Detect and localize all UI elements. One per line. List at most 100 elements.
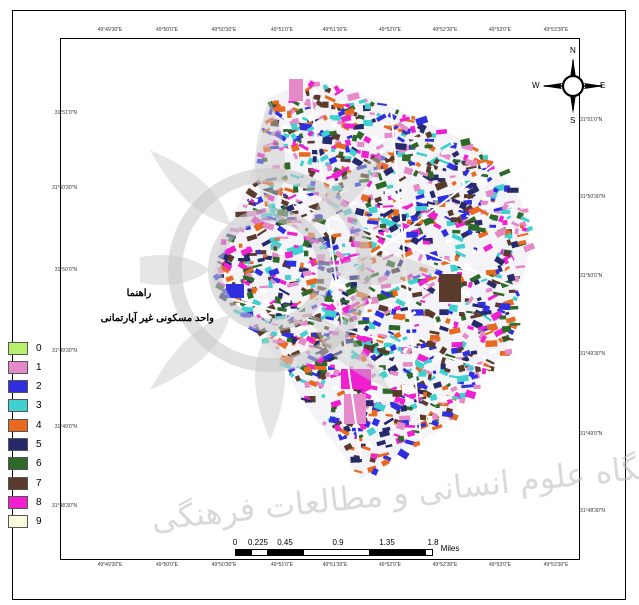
parcel — [389, 351, 402, 359]
parcel — [350, 456, 362, 463]
parcel — [477, 230, 489, 239]
parcel — [274, 131, 287, 142]
parcel — [503, 249, 512, 258]
parcel — [451, 150, 460, 158]
parcel — [475, 215, 485, 220]
parcel — [369, 423, 374, 428]
parcel — [467, 296, 475, 304]
parcel — [466, 229, 473, 235]
parcel — [379, 223, 387, 228]
parcel — [406, 279, 418, 284]
top-tick-label: 49°53'0"E — [489, 27, 511, 33]
parcel — [262, 142, 273, 148]
parcel — [361, 445, 371, 452]
parcel — [419, 129, 425, 134]
parcel — [388, 223, 399, 233]
parcel — [366, 213, 373, 216]
parcel — [389, 334, 402, 343]
right-tick-label: 31°50'30"N — [580, 194, 606, 200]
parcel — [412, 183, 421, 192]
bottom-tick-label: 49°53'30"E — [543, 562, 569, 568]
parcel — [401, 154, 411, 162]
parcel — [406, 219, 412, 225]
parcel — [376, 112, 381, 118]
parcel — [387, 303, 392, 308]
parcel — [429, 393, 438, 402]
parcel — [440, 363, 446, 370]
parcel — [431, 419, 440, 427]
parcel — [296, 366, 300, 369]
parcel — [334, 88, 344, 96]
parcel — [394, 142, 407, 151]
parcel — [450, 263, 459, 272]
parcel — [360, 241, 372, 249]
parcel — [433, 262, 439, 266]
parcel — [387, 330, 395, 336]
parcel — [337, 110, 346, 117]
parcel — [461, 289, 471, 296]
parcel — [427, 180, 433, 185]
parcel — [377, 237, 386, 245]
parcel — [397, 435, 405, 443]
parcel — [386, 184, 394, 189]
parcel — [422, 368, 433, 376]
parcel-large — [289, 79, 303, 101]
parcel — [466, 214, 473, 219]
parcel — [493, 327, 505, 338]
parcel — [448, 304, 458, 313]
parcel — [359, 422, 367, 430]
bottom-tick-label: 49°51'30"E — [322, 562, 348, 568]
legend-item: 7 — [8, 476, 42, 490]
parcel — [274, 237, 280, 241]
parcel — [485, 358, 495, 365]
parcel — [351, 157, 364, 168]
parcel — [372, 320, 382, 328]
parcel — [383, 417, 395, 426]
parcel — [373, 401, 386, 412]
left-tick-label: 31°49'0"N — [54, 424, 77, 430]
parcel — [333, 102, 345, 109]
parcel — [450, 217, 457, 223]
scale-segment — [425, 549, 433, 556]
parcel — [427, 170, 435, 180]
parcel — [447, 209, 454, 217]
legend-swatch — [8, 438, 28, 451]
parcel — [402, 361, 413, 367]
parcel — [440, 357, 446, 365]
parcel — [432, 370, 437, 375]
legend-item: 9 — [8, 515, 42, 529]
parcel — [458, 209, 467, 214]
legend-swatch — [8, 418, 28, 432]
parcel — [285, 295, 292, 303]
parcel — [414, 209, 422, 218]
parcel — [493, 206, 505, 213]
parcel — [316, 253, 326, 261]
parcel — [308, 379, 318, 388]
parcel — [440, 395, 453, 401]
parcel — [434, 322, 441, 330]
parcel — [307, 157, 314, 166]
legend-label: 0 — [36, 342, 42, 354]
parcel — [392, 289, 399, 297]
bottom-tick-label: 49°52'0"E — [379, 562, 401, 568]
parcel — [362, 317, 369, 321]
parcel — [476, 361, 483, 366]
parcel — [382, 388, 395, 394]
parcel — [273, 246, 278, 252]
top-tick-label: 49°53'30"E — [543, 27, 569, 33]
parcel — [395, 421, 406, 431]
parcel — [378, 429, 391, 438]
legend-swatch — [8, 515, 28, 529]
bottom-tick-label: 49°52'30"E — [432, 562, 458, 568]
parcel — [268, 108, 274, 116]
parcel — [246, 246, 251, 253]
parcel — [238, 258, 247, 262]
parcel — [298, 114, 304, 120]
parcel — [460, 137, 471, 147]
parcel — [414, 323, 420, 327]
parcel — [405, 347, 413, 355]
parcel — [445, 237, 453, 244]
parcel — [328, 416, 340, 425]
parcel — [385, 413, 393, 417]
parcel — [525, 225, 534, 233]
